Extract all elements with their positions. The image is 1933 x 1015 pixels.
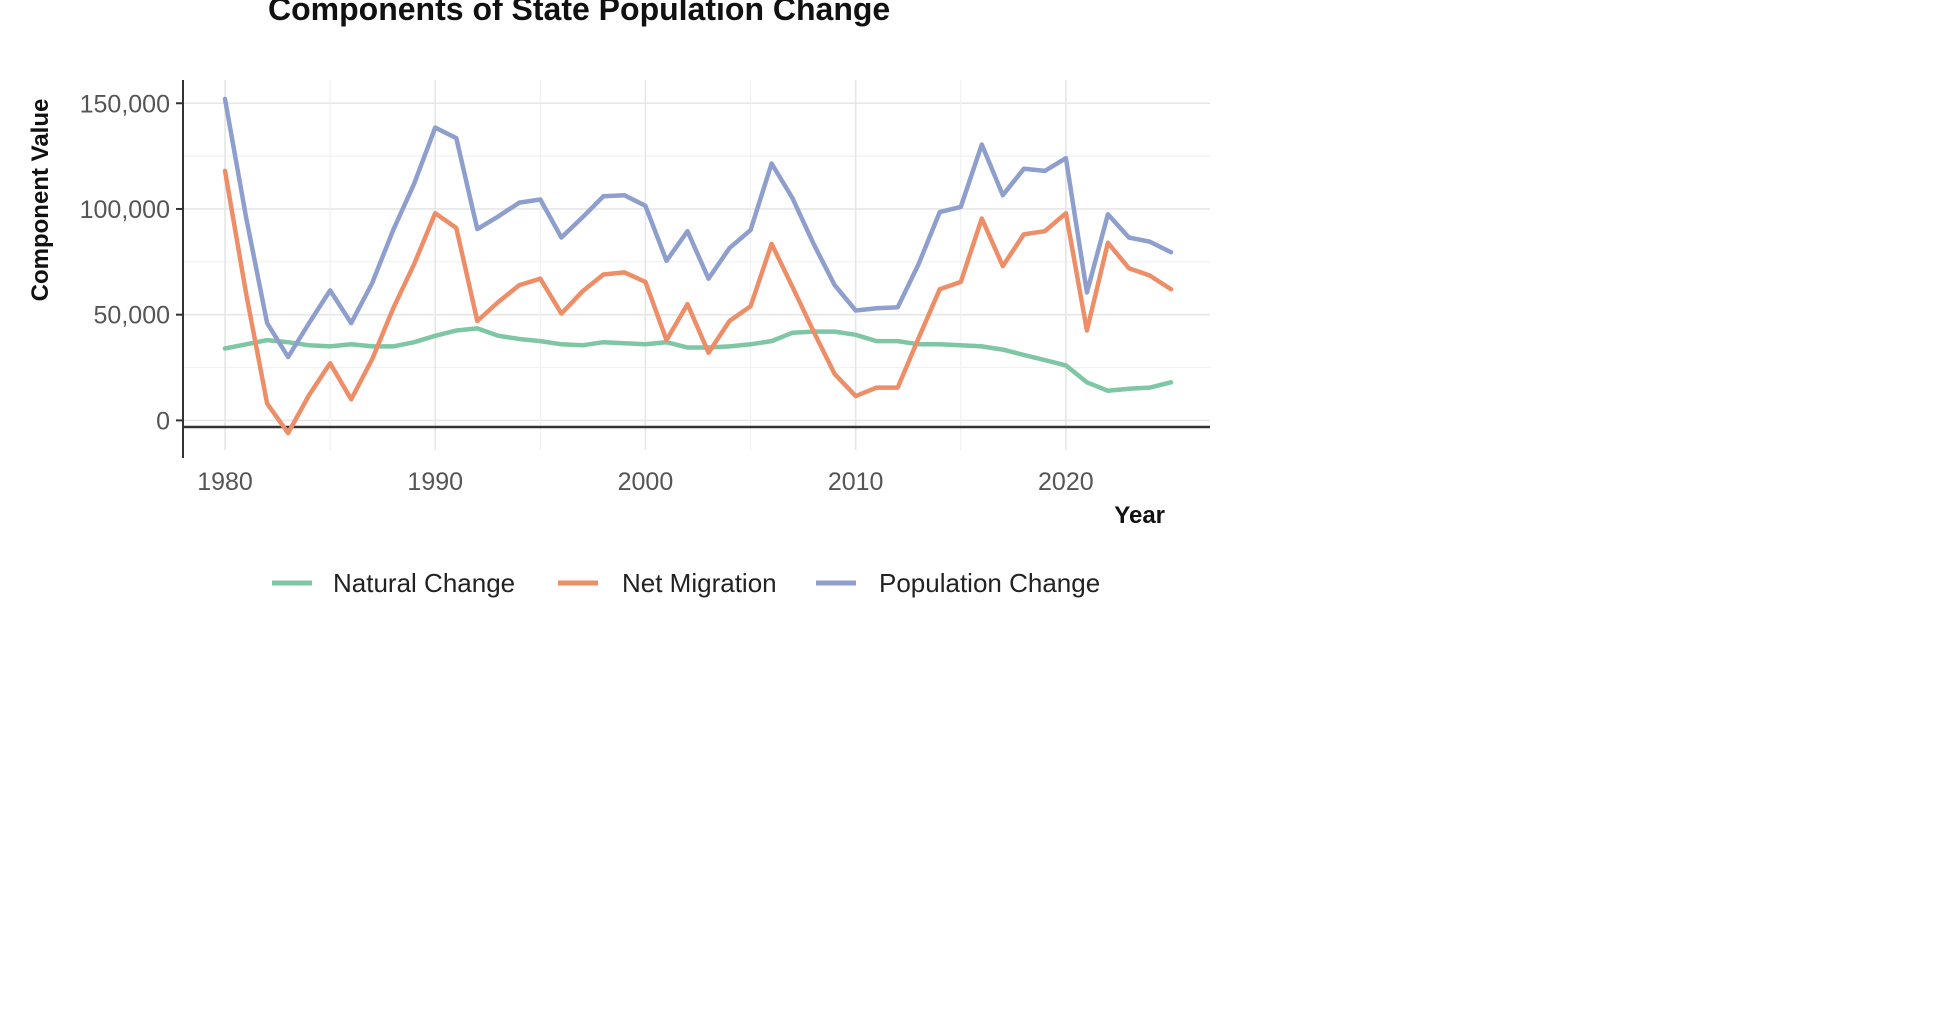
y-tick-label: 0 [156, 407, 170, 435]
gridlines [183, 80, 1210, 450]
legend-label-net-migration: Net Migration [622, 568, 777, 598]
series-line-population-change [222, 96, 1174, 360]
x-tick-label: 2010 [828, 468, 884, 496]
series-lines [222, 96, 1174, 436]
axes [182, 80, 1210, 458]
legend-label-population-change: Population Change [879, 568, 1100, 598]
y-tick-label: 100,000 [80, 196, 170, 224]
y-tick-label: 150,000 [80, 90, 170, 118]
y-tick-label: 50,000 [94, 302, 170, 330]
series-line-natural-change [222, 326, 1174, 394]
line-chart: Components of State Population Change 0 5… [27, 0, 1210, 598]
x-tick-labels: 1980 1990 2000 2010 2020 [197, 468, 1093, 496]
x-tick-label: 2020 [1038, 468, 1094, 496]
chart-panel: Components of State Population Change 0 5… [0, 0, 1210, 610]
series-line-net-migration [222, 168, 1174, 436]
chart-title: Components of State Population Change [268, 0, 890, 27]
x-axis-title: Year [1114, 502, 1165, 529]
legend: Natural Change Net Migration Population Ch… [272, 568, 1100, 598]
x-tick-label: 1990 [407, 468, 463, 496]
legend-label-natural-change: Natural Change [333, 568, 515, 598]
x-tick-label: 2000 [618, 468, 674, 496]
x-tick-label: 1980 [197, 468, 253, 496]
y-tick-labels: 0 50,000 100,000 150,000 [80, 90, 183, 435]
y-axis-title: Component Value [27, 99, 54, 302]
